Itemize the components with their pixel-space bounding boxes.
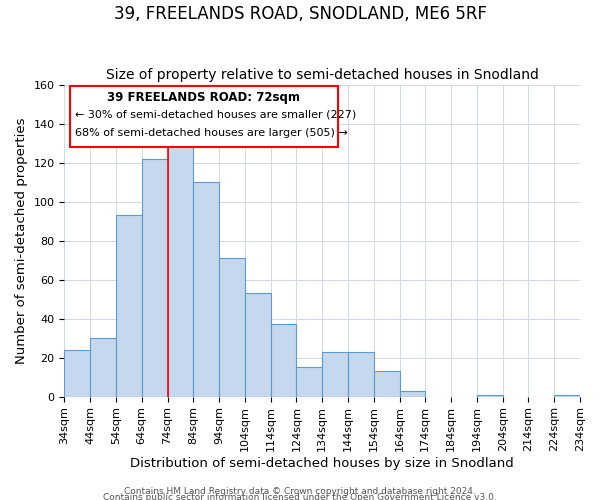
Text: 68% of semi-detached houses are larger (505) →: 68% of semi-detached houses are larger (… <box>75 128 347 138</box>
X-axis label: Distribution of semi-detached houses by size in Snodland: Distribution of semi-detached houses by … <box>130 457 514 470</box>
FancyBboxPatch shape <box>70 86 338 147</box>
Bar <box>477 394 503 396</box>
Text: Contains HM Land Registry data © Crown copyright and database right 2024.: Contains HM Land Registry data © Crown c… <box>124 486 476 496</box>
Bar <box>374 371 400 396</box>
Bar <box>142 158 167 396</box>
Bar <box>90 338 116 396</box>
Bar <box>193 182 219 396</box>
Bar <box>167 137 193 396</box>
Text: ← 30% of semi-detached houses are smaller (227): ← 30% of semi-detached houses are smalle… <box>75 110 356 120</box>
Bar <box>116 215 142 396</box>
Title: Size of property relative to semi-detached houses in Snodland: Size of property relative to semi-detach… <box>106 68 539 82</box>
Text: 39, FREELANDS ROAD, SNODLAND, ME6 5RF: 39, FREELANDS ROAD, SNODLAND, ME6 5RF <box>113 5 487 23</box>
Bar <box>322 352 348 397</box>
Bar <box>271 324 296 396</box>
Bar <box>219 258 245 396</box>
Bar <box>554 394 580 396</box>
Text: 39 FREELANDS ROAD: 72sqm: 39 FREELANDS ROAD: 72sqm <box>107 91 300 104</box>
Bar <box>64 350 90 397</box>
Y-axis label: Number of semi-detached properties: Number of semi-detached properties <box>15 118 28 364</box>
Bar <box>296 368 322 396</box>
Bar <box>348 352 374 397</box>
Text: Contains public sector information licensed under the Open Government Licence v3: Contains public sector information licen… <box>103 492 497 500</box>
Bar <box>400 390 425 396</box>
Bar <box>245 293 271 397</box>
